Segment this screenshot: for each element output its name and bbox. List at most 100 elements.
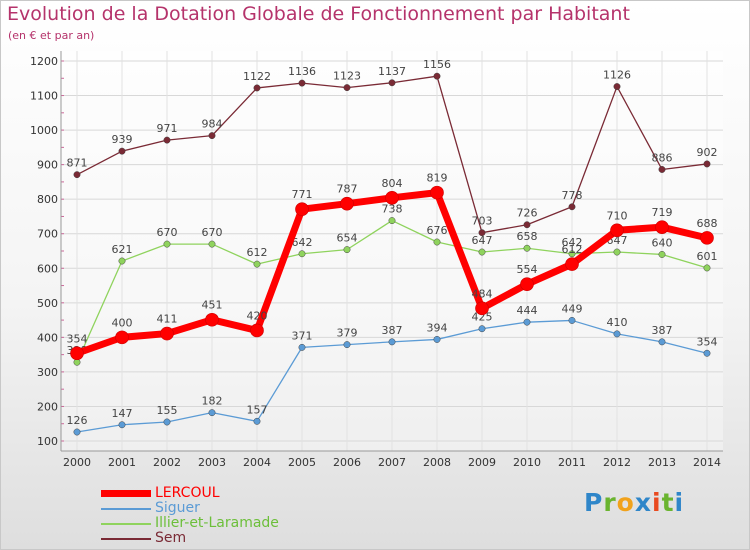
data-point-illier-et-laramade <box>523 244 531 252</box>
logo-letter: P <box>584 488 604 517</box>
data-point-siguer <box>73 428 81 436</box>
data-point-lercoul <box>295 202 309 216</box>
legend-item-siguer: Siguer <box>101 501 279 516</box>
chart-title: Evolution de la Dotation Globale de Fonc… <box>7 3 630 25</box>
y-tick-label: 1100 <box>30 90 58 103</box>
data-label-siguer: 394 <box>427 321 448 334</box>
logo-letter: i <box>652 488 662 517</box>
data-point-illier-et-laramade <box>208 240 216 248</box>
data-point-siguer <box>388 338 396 346</box>
data-point-illier-et-laramade <box>343 246 351 254</box>
data-point-lercoul <box>115 330 129 345</box>
data-label-lercoul: 400 <box>112 316 133 329</box>
x-tick-label: 2014 <box>693 456 721 469</box>
legend-swatch-siguer <box>101 507 151 510</box>
y-tick-label: 500 <box>37 297 58 310</box>
legend-item-illier: Illier-et-Laramade <box>101 516 279 531</box>
x-tick-label: 2008 <box>423 456 451 469</box>
data-point-siguer <box>658 338 666 346</box>
x-tick-label: 2005 <box>288 456 316 469</box>
data-label-lercoul: 804 <box>382 177 403 190</box>
x-tick-label: 2011 <box>558 456 586 469</box>
data-label-illier-et-laramade: 642 <box>562 236 583 249</box>
x-tick-label: 2012 <box>603 456 631 469</box>
data-point-sem <box>298 79 306 87</box>
data-point-sem <box>343 84 351 92</box>
logo-letter: x <box>634 488 652 517</box>
logo-letter: i <box>674 488 685 517</box>
data-point-lercoul <box>385 191 399 205</box>
data-point-illier-et-laramade <box>253 260 261 268</box>
data-label-siguer: 387 <box>382 324 403 337</box>
data-point-lercoul <box>700 231 714 245</box>
y-tick-label: 200 <box>37 400 58 413</box>
data-point-siguer <box>433 335 441 343</box>
data-label-sem: 1123 <box>333 70 361 83</box>
data-point-lercoul <box>340 196 354 211</box>
y-tick-label: 1000 <box>30 124 58 137</box>
legend-swatch-lercoul <box>101 490 151 497</box>
x-tick-label: 2004 <box>243 456 271 469</box>
data-point-sem <box>478 229 486 237</box>
data-point-illier-et-laramade <box>703 264 711 272</box>
data-point-illier-et-laramade <box>388 217 396 225</box>
data-label-sem: 1122 <box>243 70 271 83</box>
data-point-lercoul <box>70 346 84 361</box>
data-label-lercoul: 554 <box>517 263 538 276</box>
data-label-lercoul: 719 <box>652 206 673 219</box>
legend-item-lercoul: LERCOUL <box>101 486 279 501</box>
legend-swatch-sem <box>101 537 151 540</box>
data-label-lercoul: 420 <box>247 309 268 322</box>
data-point-lercoul <box>430 185 444 200</box>
data-label-sem: 726 <box>517 207 538 220</box>
data-label-sem: 1137 <box>378 65 406 78</box>
data-point-sem <box>433 72 441 80</box>
data-label-siguer: 387 <box>652 324 673 337</box>
data-label-sem: 778 <box>562 189 583 202</box>
data-point-lercoul <box>610 223 624 238</box>
data-label-siguer: 449 <box>562 302 583 315</box>
data-label-siguer: 410 <box>607 316 628 329</box>
data-point-siguer <box>343 341 351 349</box>
y-tick-label: 900 <box>37 159 58 172</box>
data-label-illier-et-laramade: 676 <box>427 224 448 237</box>
x-tick-label: 2003 <box>198 456 226 469</box>
data-point-illier-et-laramade <box>298 250 306 258</box>
chart-legend: LERCOUL Siguer Illier-et-Laramade Sem <box>101 486 279 546</box>
data-label-siguer: 157 <box>247 403 268 416</box>
data-label-sem: 886 <box>652 151 673 164</box>
data-point-siguer <box>703 349 711 357</box>
x-tick-label: 2001 <box>108 456 136 469</box>
data-point-sem <box>73 171 81 179</box>
data-label-illier-et-laramade: 658 <box>517 230 538 243</box>
y-tick-label: 1200 <box>30 55 58 68</box>
legend-swatch-illier <box>101 522 151 525</box>
y-tick-label: 400 <box>37 331 58 344</box>
y-tick-label: 600 <box>37 262 58 275</box>
proxiti-logo: Proxiti <box>584 488 684 517</box>
data-point-lercoul <box>520 277 534 291</box>
data-label-sem: 902 <box>697 146 718 159</box>
data-point-illier-et-laramade <box>163 240 171 248</box>
data-label-illier-et-laramade: 647 <box>472 234 493 247</box>
y-tick-label: 100 <box>37 435 58 448</box>
data-point-sem <box>388 79 396 87</box>
data-point-sem <box>208 132 216 140</box>
data-point-illier-et-laramade <box>118 257 126 265</box>
data-point-siguer <box>298 343 306 351</box>
legend-label-lercoul: LERCOUL <box>155 485 220 501</box>
y-tick-label: 300 <box>37 366 58 379</box>
data-label-siguer: 155 <box>157 404 178 417</box>
data-label-lercoul: 710 <box>607 209 628 222</box>
data-point-illier-et-laramade <box>478 248 486 256</box>
logo-letter: t <box>661 488 675 517</box>
data-label-siguer: 371 <box>292 329 313 342</box>
data-label-siguer: 444 <box>517 304 538 317</box>
x-tick-label: 2013 <box>648 456 676 469</box>
data-point-illier-et-laramade <box>433 238 441 246</box>
logo-letter: o <box>616 488 635 517</box>
legend-label-sem: Sem <box>155 530 187 546</box>
data-point-lercoul <box>655 220 669 234</box>
